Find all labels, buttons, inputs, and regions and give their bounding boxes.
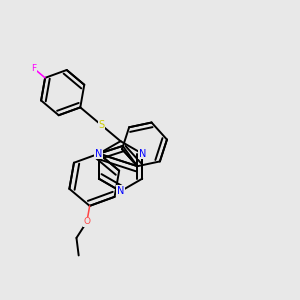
Text: S: S [98, 120, 104, 130]
Text: O: O [83, 217, 90, 226]
Text: N: N [95, 149, 103, 159]
Text: F: F [31, 64, 36, 73]
Text: N: N [139, 149, 146, 159]
Text: N: N [117, 186, 124, 196]
